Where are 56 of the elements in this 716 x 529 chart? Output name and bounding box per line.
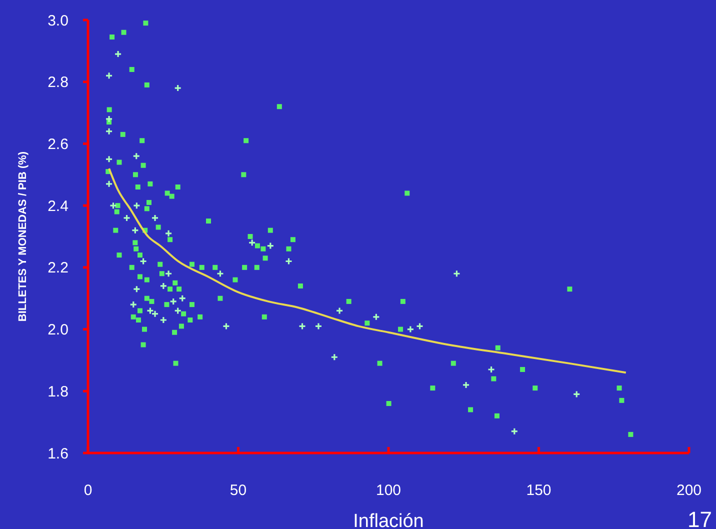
point [105, 115, 113, 123]
point [105, 72, 113, 80]
x-tick-label: 50 [230, 482, 247, 499]
point [105, 180, 113, 188]
point [298, 322, 306, 330]
point [122, 214, 131, 222]
point [336, 306, 344, 315]
point [178, 294, 186, 302]
point [314, 322, 322, 330]
point [406, 325, 414, 334]
point [462, 381, 470, 389]
y-tick-label: 2.4 [48, 198, 68, 215]
point [170, 298, 178, 306]
y-tick-label: 1.8 [48, 383, 68, 400]
x-tick-label: 150 [526, 482, 552, 499]
x-tick-label: 100 [376, 482, 402, 499]
y-axis-title: BILLETES Y MONEDAS / PIB (%) [17, 151, 29, 322]
point [160, 316, 168, 324]
y-tick-label: 1.6 [48, 445, 68, 462]
point [510, 428, 518, 436]
point [372, 313, 380, 321]
point [132, 285, 140, 293]
text: 17 [688, 507, 712, 529]
point [487, 366, 496, 374]
point [174, 84, 182, 92]
point [132, 152, 140, 160]
point [572, 390, 580, 398]
point [216, 270, 224, 278]
point [132, 202, 140, 210]
y-tick-label: 2.8 [48, 74, 68, 92]
point [130, 300, 138, 308]
point [416, 322, 424, 330]
y-tick-label: 3.0 [48, 12, 68, 30]
y-tick-label: 2.0 [48, 322, 68, 339]
point [164, 270, 172, 278]
point [248, 238, 256, 246]
y-tick-label: 2.6 [48, 136, 68, 153]
x-axis-title: Inflación [353, 511, 424, 529]
x-tick-label: 0 [84, 482, 92, 499]
x-tick-label: 200 [676, 482, 702, 499]
point [174, 306, 182, 315]
point [222, 322, 230, 330]
point [330, 353, 338, 361]
point [105, 155, 113, 163]
point [114, 50, 122, 58]
point [452, 270, 461, 278]
point [284, 257, 293, 266]
point [151, 214, 159, 222]
point [164, 230, 172, 238]
point [139, 257, 148, 266]
point [109, 202, 118, 210]
point [131, 226, 139, 234]
point [105, 128, 113, 136]
point [160, 282, 168, 290]
point [266, 242, 274, 250]
y-tick-label: 2.2 [48, 260, 68, 277]
